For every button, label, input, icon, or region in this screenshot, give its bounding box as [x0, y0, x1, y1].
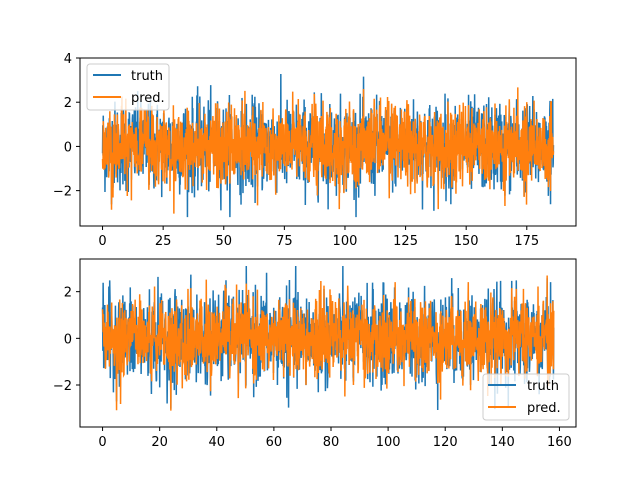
y-tick-label: 2: [64, 286, 72, 301]
top-x-axis: 0 25 50 75 100 125 150 175: [98, 226, 539, 249]
x-tick-label: 100: [376, 435, 401, 450]
top-plot-area: [101, 74, 555, 218]
bottom-axes-frame: [79, 258, 577, 428]
y-tick-label: −2: [53, 379, 72, 394]
bottom-legend: truth pred.: [482, 373, 570, 421]
x-tick-label: 140: [490, 435, 515, 450]
y-tick-label: −2: [53, 185, 72, 200]
bottom-y-axis: −2 0 2: [53, 286, 80, 394]
x-tick-label: 60: [266, 435, 283, 450]
x-tick-label: 0: [98, 234, 106, 249]
x-tick-label: 150: [454, 234, 479, 249]
x-tick-label: 50: [215, 234, 232, 249]
pred-series-line: [101, 87, 555, 214]
x-tick-label: 0: [98, 435, 106, 450]
x-tick-label: 100: [333, 234, 358, 249]
legend-label-truth: truth: [131, 69, 163, 84]
y-tick-label: 0: [64, 140, 72, 155]
top-legend: truth pred.: [86, 63, 170, 111]
x-tick-label: 160: [547, 435, 572, 450]
y-tick-label: 4: [64, 52, 72, 67]
x-tick-label: 80: [323, 435, 340, 450]
legend-label-pred: pred.: [527, 401, 561, 416]
x-tick-label: 20: [151, 435, 168, 450]
pred-series-line: [101, 275, 555, 411]
x-tick-label: 75: [276, 234, 293, 249]
y-tick-label: 2: [64, 96, 72, 111]
truth-series-line: [101, 265, 555, 410]
bottom-x-axis: 0 20 40 60 80 100 120 140 160: [98, 427, 572, 450]
legend-label-truth: truth: [527, 379, 559, 394]
x-tick-label: 120: [433, 435, 458, 450]
top-y-axis: −2 0 2 4: [53, 52, 80, 200]
bottom-subplot: 0 20 40 60 80 100 120 140 160 −2 0 2 truth pred.: [53, 258, 577, 450]
bottom-plot-area: [101, 265, 555, 411]
y-tick-label: 0: [64, 332, 72, 347]
legend-label-pred: pred.: [131, 91, 165, 106]
top-axes-frame: [79, 57, 577, 227]
x-tick-label: 40: [209, 435, 226, 450]
x-tick-label: 175: [514, 234, 539, 249]
x-tick-label: 25: [155, 234, 172, 249]
top-subplot: 0 25 50 75 100 125 150 175 −2 0 2 4 truth pred.: [53, 52, 577, 249]
x-tick-label: 125: [393, 234, 418, 249]
